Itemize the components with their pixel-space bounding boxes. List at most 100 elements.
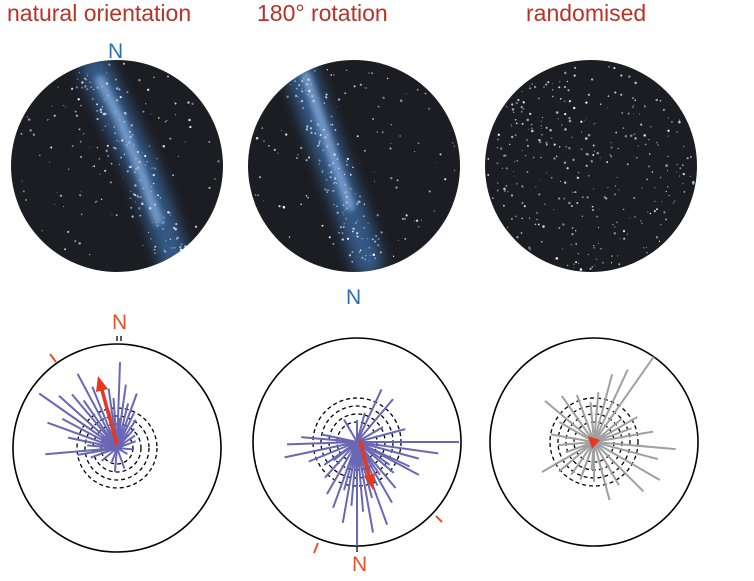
star — [338, 98, 341, 101]
star — [85, 78, 87, 81]
direction-vector — [558, 441, 595, 473]
star — [316, 123, 320, 126]
star — [553, 209, 555, 211]
star — [164, 250, 167, 253]
star — [151, 186, 153, 188]
star — [512, 171, 514, 173]
star — [665, 164, 668, 167]
star — [150, 237, 152, 240]
star — [612, 223, 614, 226]
direction-vector — [593, 441, 645, 493]
star — [608, 66, 610, 68]
star — [686, 157, 689, 160]
star — [508, 143, 511, 146]
star — [62, 105, 64, 107]
star — [617, 147, 619, 150]
star — [153, 248, 156, 251]
star — [623, 237, 626, 240]
star — [633, 105, 635, 107]
star — [184, 245, 187, 248]
star — [353, 85, 356, 88]
star — [563, 197, 566, 200]
star — [76, 78, 79, 80]
star — [120, 156, 123, 159]
star — [174, 102, 177, 105]
star — [667, 186, 669, 188]
star — [632, 134, 634, 136]
star — [439, 153, 442, 156]
direction-vector — [67, 436, 118, 449]
star — [80, 156, 83, 159]
sky-image-randomised — [485, 60, 697, 272]
star — [646, 251, 648, 254]
star — [336, 183, 337, 184]
star — [142, 110, 145, 113]
star — [335, 106, 337, 108]
star — [413, 220, 416, 222]
star — [183, 264, 187, 267]
star — [100, 68, 102, 70]
star — [496, 189, 499, 192]
star — [682, 172, 686, 176]
star — [676, 131, 679, 133]
star — [559, 97, 562, 100]
star — [521, 122, 524, 125]
star — [314, 124, 316, 126]
star — [590, 78, 594, 81]
star — [517, 98, 520, 102]
star — [505, 167, 508, 170]
star — [542, 225, 545, 228]
star — [104, 112, 107, 115]
star — [453, 169, 456, 172]
star — [533, 85, 537, 89]
star — [540, 240, 543, 243]
star — [325, 179, 328, 181]
star — [341, 238, 344, 241]
star — [336, 143, 340, 146]
star — [591, 265, 594, 268]
star — [131, 133, 134, 136]
star — [497, 133, 500, 136]
star — [630, 134, 633, 137]
star — [607, 186, 609, 188]
direction-vector — [589, 402, 595, 443]
star — [344, 92, 347, 94]
star — [349, 192, 350, 194]
star — [187, 101, 190, 104]
star — [80, 191, 82, 193]
star — [566, 167, 569, 170]
star — [381, 231, 383, 234]
direction-vector — [341, 441, 358, 523]
star — [325, 96, 328, 99]
star — [188, 118, 191, 122]
star — [656, 141, 658, 144]
star — [129, 197, 132, 200]
star — [403, 217, 406, 221]
star — [417, 142, 420, 145]
star — [563, 85, 567, 89]
star — [38, 154, 41, 157]
star — [263, 200, 265, 202]
star — [662, 109, 665, 111]
star — [527, 128, 529, 130]
star — [510, 194, 514, 197]
star — [373, 171, 375, 173]
star — [118, 88, 121, 91]
star — [390, 177, 393, 180]
star — [374, 257, 376, 260]
star — [587, 253, 589, 256]
star — [110, 162, 113, 165]
star — [294, 94, 298, 98]
star — [101, 106, 104, 108]
star — [99, 108, 103, 111]
star — [343, 173, 346, 176]
star — [288, 236, 291, 238]
star — [349, 187, 352, 190]
star — [528, 246, 531, 249]
star — [51, 105, 53, 107]
star — [359, 249, 362, 252]
star — [346, 237, 348, 239]
direction-vector — [61, 418, 118, 449]
star — [379, 251, 382, 254]
star — [374, 180, 375, 182]
